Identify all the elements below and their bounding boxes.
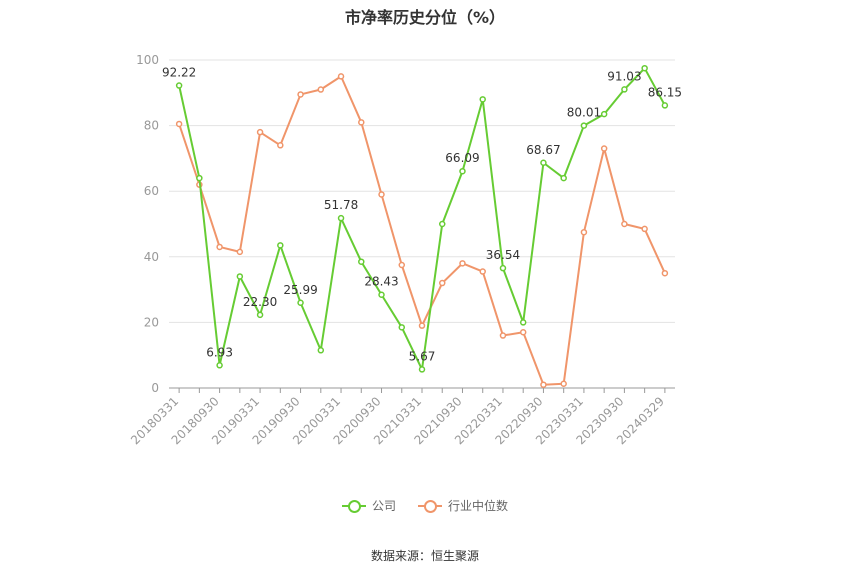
data-point [337,214,345,222]
data-point [418,322,426,329]
data-point [459,260,466,267]
data-point [560,380,567,387]
y-tick-label: 80 [144,119,159,133]
data-point [438,220,446,228]
data-label: 66.09 [445,151,479,165]
y-tick-label: 0 [151,381,159,395]
data-point [175,120,183,128]
y-tick-label: 40 [144,250,159,264]
y-tick-label: 100 [136,53,159,67]
data-point [600,145,608,152]
data-point [236,248,244,256]
data-point [256,311,264,319]
data-point [196,174,203,182]
data-point [438,279,446,287]
data-point [256,128,264,136]
data-point [479,96,486,103]
data-label: 51.78 [324,198,358,212]
chart-title: 市净率历史分位（%） [344,8,506,27]
data-point [216,362,223,369]
data-point [580,228,588,236]
data-point [499,332,507,339]
data-label: 25.99 [283,283,317,297]
data-label: 28.43 [364,275,398,289]
data-point [580,122,588,129]
data-point [519,328,527,336]
data-point [317,347,325,354]
data-label: 80.01 [567,106,601,120]
data-point [600,110,608,118]
data-point [358,258,365,265]
data-label: 36.54 [486,248,520,262]
legend: 公司 行业中位数 [0,497,850,514]
legend-label-industry: 行业中位数 [448,499,509,513]
series-line-1 [178,75,666,386]
data-point [661,102,669,109]
legend-item-industry[interactable]: 行业中位数 [418,497,508,514]
data-label: 92.22 [162,66,196,80]
data-point [277,242,284,249]
data-point [236,273,244,280]
y-tick-label: 20 [144,315,159,329]
data-point [297,299,304,307]
data-point [175,82,183,89]
data-point [540,381,547,388]
data-point [641,225,648,233]
data-point [398,324,406,331]
source-note: 数据来源：恒生聚源 [370,549,479,563]
y-tick-label: 60 [144,184,159,198]
data-point [459,167,466,175]
data-label: 86.15 [648,85,682,99]
data-point [540,159,547,167]
data-point [519,319,527,326]
legend-marker-company [341,499,366,513]
data-point [378,291,385,298]
data-point [297,91,304,98]
data-point [621,86,628,93]
legend-label-company: 公司 [371,499,396,513]
data-point [479,268,486,275]
data-point [378,191,385,198]
data-point [560,174,567,182]
data-point [418,366,426,373]
data-label: 68.67 [526,143,560,157]
data-point [621,220,628,228]
data-point [499,264,507,272]
data-label: 91.03 [607,69,641,83]
data-point [337,73,345,80]
data-point [358,119,365,126]
data-point [277,142,284,149]
data-label: 5.67 [409,349,436,363]
legend-marker-industry [418,499,442,513]
data-label: 6.93 [206,345,233,359]
data-point [216,243,223,251]
data-point [641,64,648,72]
legend-item-company[interactable]: 公司 [341,497,396,514]
data-point [398,261,406,269]
data-point [661,269,669,277]
data-label: 22.30 [243,295,277,309]
data-point [317,86,325,93]
